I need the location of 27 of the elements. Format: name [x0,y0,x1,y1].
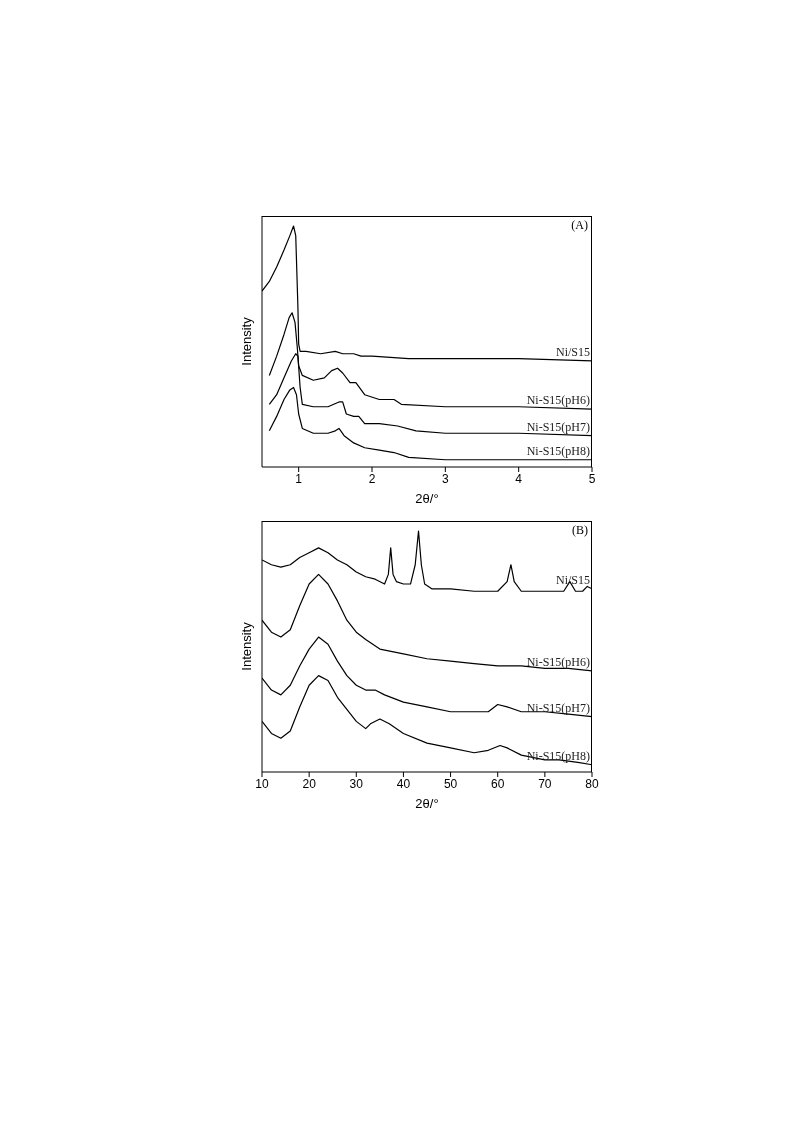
x-axis-title: 2θ/° [415,491,439,506]
x-tick-label: 10 [255,776,269,791]
x-tick-label: 60 [491,776,505,791]
series-label: Ni-S15(pH7) [526,419,590,434]
series-label: Ni/S15 [555,572,590,587]
series-label: Ni-S15(pH8) [526,748,590,763]
x-tick-label: 30 [349,776,364,791]
series-label: Ni-S15(pH7) [526,700,590,715]
x-tick-label: 70 [538,776,552,791]
y-axis-title: Intensity [238,316,254,366]
x-axis-title: 2θ/° [415,796,439,811]
annotation: (B) [572,523,588,538]
x-tick-label: 80 [585,776,599,791]
series-label: Ni-S15(pH8) [526,443,590,458]
y-axis-title: Intensity [238,621,254,671]
series-label: Ni/S15 [555,344,590,359]
series-label: Ni-S15(pH6) [526,654,590,669]
x-tick-label: 1 [295,471,303,486]
annotation: (A) [571,218,588,233]
x-tick-label: 4 [515,471,523,486]
series-label: Ni-S15(pH6) [526,393,590,408]
x-tick-label: 5 [588,471,596,486]
x-tick-label: 20 [302,776,317,791]
x-tick-label: 50 [443,776,458,791]
x-tick-label: 2 [368,471,376,486]
x-tick-label: 3 [441,471,449,486]
x-tick-label: 40 [396,776,411,791]
